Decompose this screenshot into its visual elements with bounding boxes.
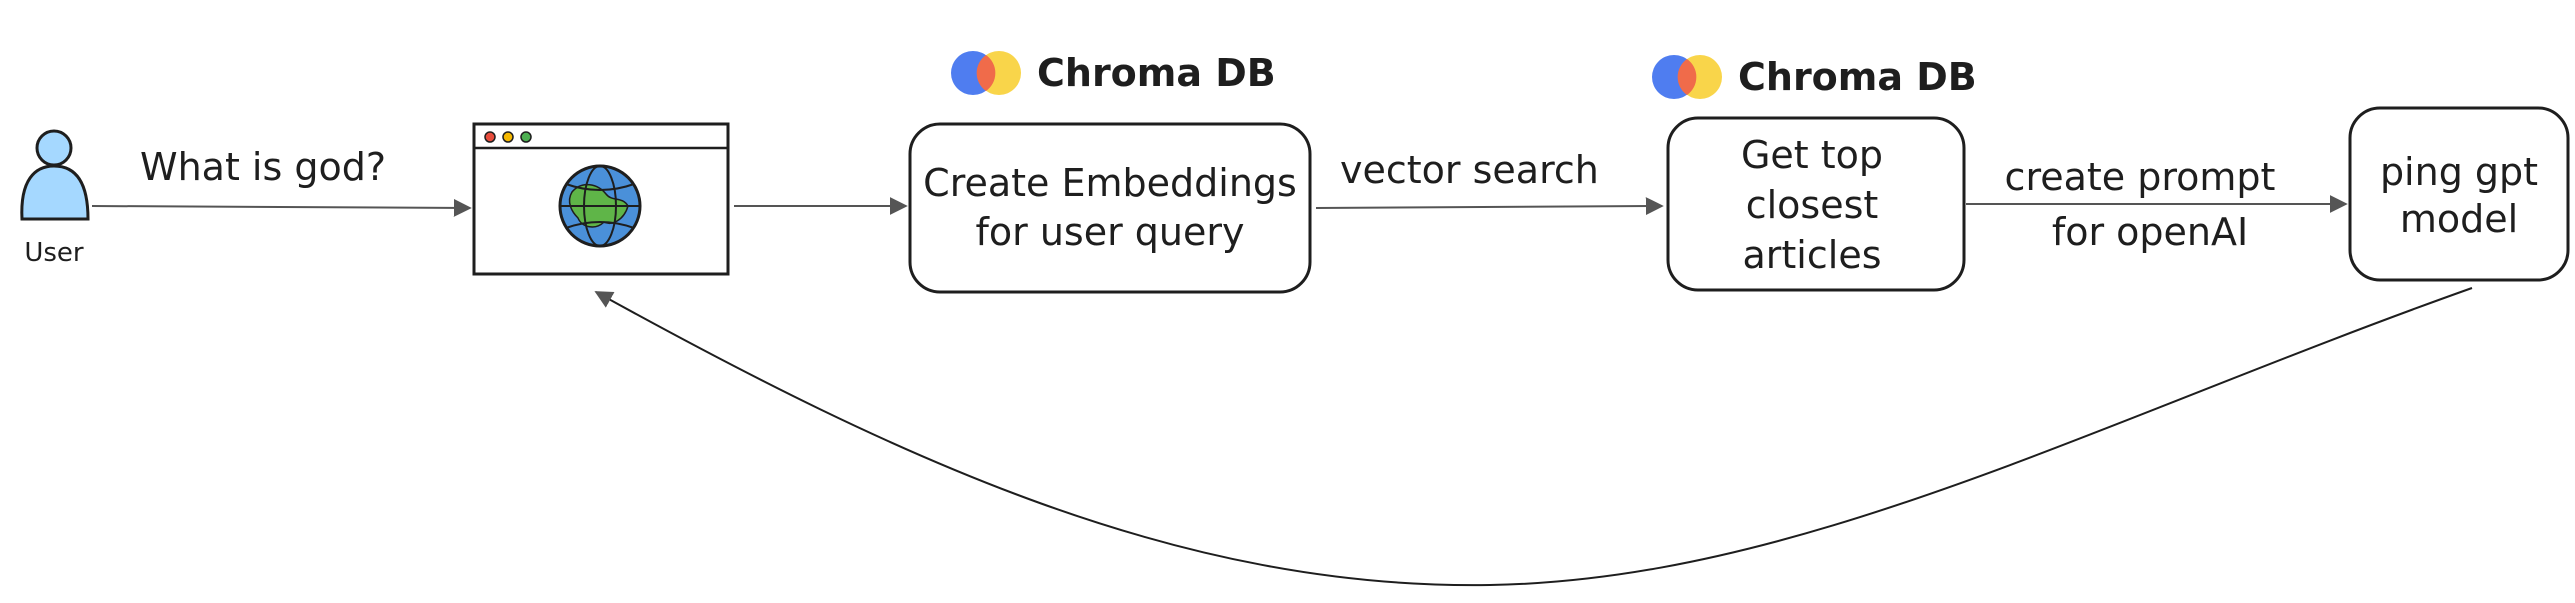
chroma-db-label: Chroma DB bbox=[1037, 51, 1276, 95]
node-label-line-2: for user query bbox=[976, 210, 1245, 254]
node-create-embeddings: Create Embeddings for user query bbox=[908, 122, 1312, 294]
node-box bbox=[1666, 116, 1966, 292]
chroma-logo-icon bbox=[951, 51, 1021, 95]
edge-user-to-browser bbox=[91, 198, 472, 217]
edge-embeddings-to-articles bbox=[1315, 197, 1664, 216]
chroma-db-brand-1: Chroma DB bbox=[951, 51, 1276, 95]
node-label-line-1: Get top bbox=[1741, 133, 1883, 177]
chroma-db-brand-2: Chroma DB bbox=[1652, 55, 1977, 99]
edge-label-vector-search: vector search bbox=[1340, 148, 1599, 192]
edge-label-what-is-god: What is god? bbox=[140, 145, 386, 189]
edge-label-create-prompt-line-1: create prompt bbox=[2005, 155, 2276, 199]
window-dot-red bbox=[484, 131, 496, 143]
chroma-db-label: Chroma DB bbox=[1738, 55, 1977, 99]
edge-label-create-prompt-line-2: for openAI bbox=[2052, 210, 2248, 254]
node-label-line-2: closest bbox=[1746, 183, 1879, 227]
node-label-line-2: model bbox=[2400, 197, 2518, 241]
user-label: User bbox=[24, 238, 84, 268]
chroma-logo-icon bbox=[1652, 55, 1722, 99]
node-label-line-1: Create Embeddings bbox=[923, 161, 1297, 205]
node-top-articles: Get top closest articles bbox=[1666, 116, 1966, 292]
node-box bbox=[2348, 106, 2570, 282]
node-box bbox=[908, 122, 1312, 294]
node-label-line-1: ping gpt bbox=[2380, 150, 2538, 194]
user-actor: User bbox=[20, 129, 90, 268]
globe-icon bbox=[558, 164, 642, 248]
user-body bbox=[20, 164, 90, 221]
node-ping-gpt: ping gpt model bbox=[2348, 106, 2570, 282]
edge-gpt-to-browser bbox=[594, 287, 2473, 587]
window-dot-green bbox=[520, 131, 532, 143]
browser-window bbox=[472, 122, 730, 276]
user-head bbox=[35, 129, 73, 167]
window-dot-yellow bbox=[502, 131, 514, 143]
node-label-line-3: articles bbox=[1743, 233, 1882, 277]
